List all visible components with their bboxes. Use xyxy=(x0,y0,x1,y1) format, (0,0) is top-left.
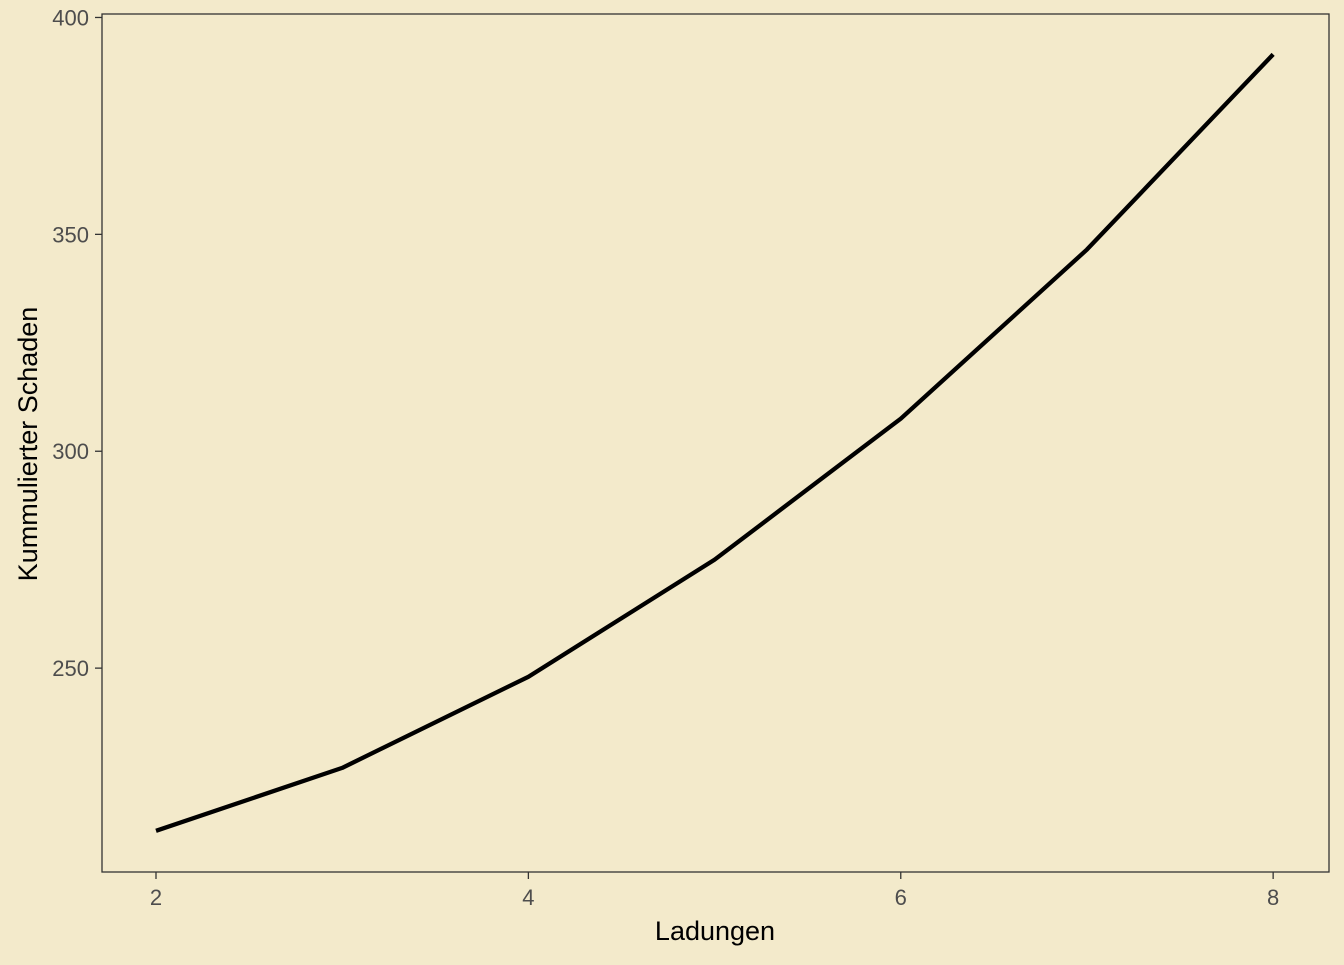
x-axis-title: Ladungen xyxy=(655,916,775,946)
x-tick-label: 4 xyxy=(522,885,534,910)
y-tick-label: 250 xyxy=(52,656,89,681)
y-tick-label: 400 xyxy=(52,5,89,30)
plot-panel xyxy=(101,13,1330,873)
series-layer xyxy=(155,52,1275,833)
y-axis: 250 300 350 400 xyxy=(52,5,102,681)
x-tick-label: 6 xyxy=(895,885,907,910)
panel-border xyxy=(101,13,1330,873)
y-tick-label: 300 xyxy=(52,439,89,464)
x-axis: 2 4 6 8 xyxy=(150,872,1279,910)
series-line xyxy=(155,52,1275,833)
y-tick-label: 350 xyxy=(52,222,89,247)
x-tick-label: 2 xyxy=(150,885,162,910)
y-axis-title: Kummulierter Schaden xyxy=(13,307,43,582)
x-tick-label: 8 xyxy=(1267,885,1279,910)
